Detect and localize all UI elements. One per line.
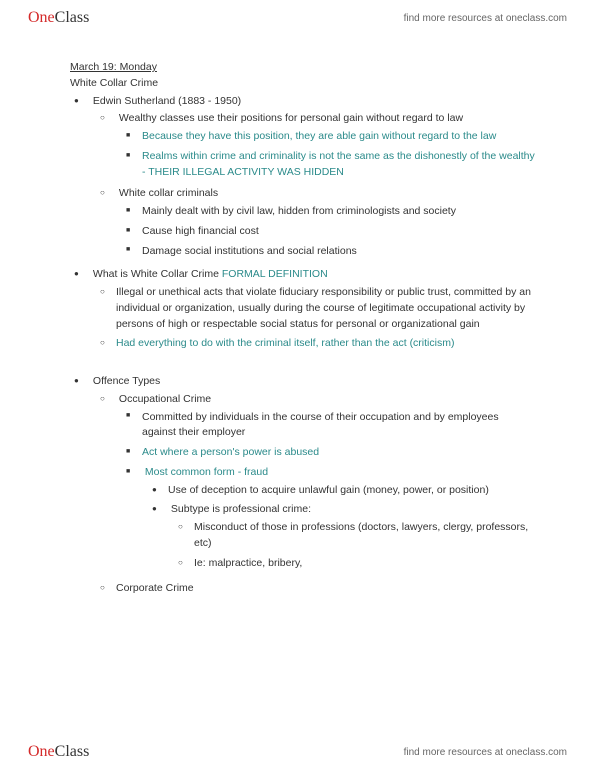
document-body: March 19: Monday White Collar Crime Edwi…: [70, 60, 535, 601]
bullet-lvl3: Because they have this position, they ar…: [142, 127, 535, 147]
bullet-lvl3: Most common form - fraud Use of deceptio…: [142, 463, 535, 578]
bullet-lvl2: Corporate Crime: [116, 579, 535, 599]
bullet-lvl2: Illegal or unethical acts that violate f…: [116, 283, 535, 334]
bullet-text: Cause high financial cost: [142, 225, 259, 237]
bullet-text: White collar criminals: [119, 187, 218, 199]
lecture-date: March 19: Monday: [70, 60, 535, 76]
bullet-text-teal: FORMAL DEFINITION: [222, 268, 328, 280]
bullet-text: Most common form - fraud: [145, 466, 268, 478]
bullet-text: Illegal or unethical acts that violate f…: [116, 286, 531, 330]
bullet-text: Realms within crime and criminality is n…: [142, 150, 535, 178]
bullet-text: Ie: malpractice, bribery,: [194, 557, 302, 569]
bullet-text: Subtype is professional crime:: [171, 503, 311, 515]
page-header: OneClass find more resources at oneclass…: [0, 0, 595, 36]
bullet-text: Offence Types: [93, 375, 160, 387]
bullet-text: Because they have this position, they ar…: [142, 130, 496, 142]
bullet-lvl3: Realms within crime and criminality is n…: [142, 147, 535, 183]
header-tagline: find more resources at oneclass.com: [404, 13, 567, 24]
brand-logo-part2: Class: [55, 743, 90, 761]
bullet-lvl5: Ie: malpractice, bribery,: [194, 554, 535, 574]
bullet-text: Committed by individuals in the course o…: [142, 411, 499, 439]
bullet-lvl3: Act where a person's power is abused: [142, 443, 535, 463]
lecture-title: White Collar Crime: [70, 76, 535, 92]
bullet-lvl1: What is White Collar Crime FORMAL DEFINI…: [90, 265, 535, 356]
brand-logo: OneClass: [28, 743, 89, 761]
bullet-text: Misconduct of those in professions (doct…: [194, 521, 528, 549]
bullet-lvl2: White collar criminals Mainly dealt with…: [116, 184, 535, 263]
bullet-lvl3: Committed by individuals in the course o…: [142, 408, 535, 444]
bullet-text: Use of deception to acquire unlawful gai…: [168, 484, 489, 496]
bullet-lvl4: Use of deception to acquire unlawful gai…: [168, 481, 535, 501]
bullet-lvl2: Wealthy classes use their positions for …: [116, 109, 535, 184]
bullet-text: Act where a person's power is abused: [142, 446, 319, 458]
bullet-lvl2: Occupational Crime Committed by individu…: [116, 390, 535, 580]
bullet-lvl2: Had everything to do with the criminal i…: [116, 334, 535, 354]
brand-logo-part1: One: [28, 9, 55, 27]
bullet-lvl4: Subtype is professional crime: Misconduc…: [168, 500, 535, 575]
bullet-lvl3: Damage social institutions and social re…: [142, 242, 535, 262]
brand-logo: OneClass: [28, 9, 89, 27]
bullet-text: Mainly dealt with by civil law, hidden f…: [142, 205, 456, 217]
bullet-text: Had everything to do with the criminal i…: [116, 337, 454, 349]
bullet-text: Occupational Crime: [119, 393, 211, 405]
brand-logo-part2: Class: [55, 9, 90, 27]
footer-tagline: find more resources at oneclass.com: [404, 747, 567, 758]
bullet-text: Damage social institutions and social re…: [142, 245, 357, 257]
bullet-lvl1: Edwin Sutherland (1883 - 1950) Wealthy c…: [90, 92, 535, 266]
brand-logo-part1: One: [28, 743, 55, 761]
bullet-lvl3: Cause high financial cost: [142, 222, 535, 242]
bullet-lvl3: Mainly dealt with by civil law, hidden f…: [142, 202, 535, 222]
bullet-lvl5: Misconduct of those in professions (doct…: [194, 518, 535, 554]
bullet-lvl1: Offence Types Occupational Crime Committ…: [90, 372, 535, 601]
bullet-text: Edwin Sutherland (1883 - 1950): [93, 95, 241, 107]
page-footer: OneClass find more resources at oneclass…: [0, 734, 595, 770]
paragraph-spacer: [70, 356, 535, 372]
bullet-text: Wealthy classes use their positions for …: [119, 112, 463, 124]
bullet-text: What is White Collar Crime: [93, 268, 222, 280]
bullet-text: Corporate Crime: [116, 582, 194, 594]
